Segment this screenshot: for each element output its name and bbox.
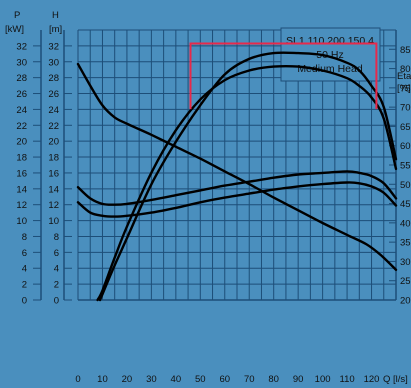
p-tick-label: 10 [16,216,27,227]
p-tick-label: 6 [22,248,27,259]
p-tick-label: 30 [16,57,27,68]
x-tick-label: 70 [244,374,255,385]
x-tick-label: 110 [339,374,354,385]
eta-tick-label: 85 [400,45,411,56]
p-tick-label: 26 [16,89,27,100]
eta-tick-label: 55 [400,161,411,172]
p-tick-label: 28 [16,73,27,84]
x-tick-label: 90 [293,374,304,385]
h-tick-label: 10 [48,216,59,227]
p-tick-label: 0 [22,296,27,307]
h-tick-label: 16 [48,168,59,179]
title-line-model: SL1.110.200.150.4 [286,35,374,47]
h-tick-label: 6 [54,248,59,259]
x-tick-label: 10 [97,374,108,385]
x-tick-label: 30 [146,374,157,385]
tick-labels: 0 10 20 30 40 50 60 70 80 90 100 110 120024681012141… [16,41,410,385]
x-tick-label: 80 [268,374,279,385]
p-tick-label: 12 [16,200,27,211]
h-tick-label: 28 [48,73,59,84]
h-tick-label: 30 [48,57,59,68]
x-tick-label: 120 [364,374,380,385]
efficiency-curve-upper [98,51,398,302]
eta-tick-label: 30 [400,257,411,268]
h-tick-label: 18 [48,153,59,164]
h-tick-label: 2 [54,280,59,291]
operating-range [189,42,378,110]
x-tick-label: 100 [315,374,331,385]
h-tick-label: 20 [48,137,59,148]
eta-tick-label: 35 [400,238,411,249]
axes [40,30,397,301]
eta-tick-label: 25 [400,276,411,287]
title-line-head: Medium Head [297,63,363,75]
h-tick-label: 8 [54,232,59,243]
eta-tick-label: 45 [400,199,411,210]
eta-tick-label: 80 [400,64,411,75]
x-tick-label: 0 [75,374,80,385]
p-tick-label: 16 [16,168,27,179]
p-tick-label: 22 [16,121,27,132]
h-tick-label: 32 [48,41,59,52]
operating-range-bracket [189,42,378,110]
power-curve-upper [76,170,398,206]
eta-axis-unit: [%] [397,83,411,94]
eta-tick-label: 60 [400,141,411,152]
p-tick-label: 8 [22,232,27,243]
eta-tick-label: 40 [400,218,411,229]
p-tick-label: 2 [22,280,27,291]
head-curve [76,62,398,271]
axis-labels: P [kW] H [m] Eta [%] Q [l/s] [5,10,411,385]
h-tick-label: 4 [54,264,59,275]
p-tick-label: 4 [22,264,27,275]
h-tick-label: 22 [48,121,59,132]
x-tick-label: 20 [122,374,133,385]
eta-tick-label: 75 [400,83,411,94]
eta-tick-label: 50 [400,180,411,191]
eta-tick-label: 20 [400,296,411,307]
p-tick-label: 24 [16,105,27,116]
curves [76,51,398,302]
x-tick-label: 50 [195,374,206,385]
p-tick-label: 32 [16,41,27,52]
eta-axis-label: Eta [397,71,411,82]
eta-tick-label: 65 [400,122,411,133]
h-tick-label: 24 [48,105,59,116]
h-tick-label: 0 [54,296,59,307]
p-axis-label: P [14,10,20,21]
x-tick-label: 60 [219,374,230,385]
p-axis-unit: [kW] [5,24,24,35]
p-tick-label: 18 [16,153,27,164]
title-box-background [280,27,381,82]
x-axis-label: Q [l/s] [383,374,408,385]
power-curve-lower [76,181,398,218]
h-axis-label: H [52,10,59,21]
h-tick-label: 14 [48,184,59,195]
h-tick-label: 26 [48,89,59,100]
chart-title-box: SL1.110.200.150.4 50 Hz Medium Head [280,27,381,82]
p-tick-label: 14 [16,184,27,195]
h-axis-unit: [m] [49,24,62,35]
p-tick-label: 20 [16,137,27,148]
x-tick-label: 40 [171,374,182,385]
efficiency-curve-lower [96,64,398,302]
eta-tick-label: 70 [400,103,411,114]
h-tick-label: 12 [48,200,59,211]
